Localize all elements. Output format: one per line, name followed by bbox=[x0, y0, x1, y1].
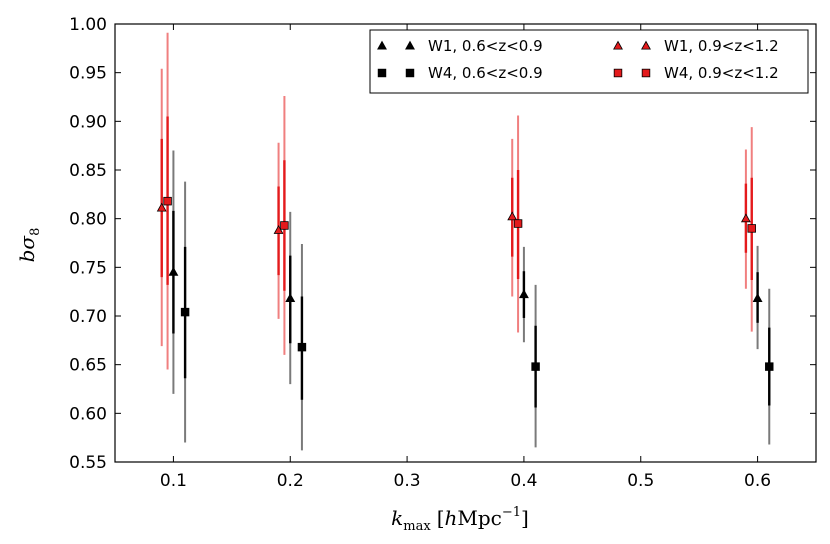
y-tick-label: 0.75 bbox=[69, 258, 107, 278]
y-tick-label: 0.60 bbox=[69, 404, 107, 424]
data-point bbox=[518, 289, 529, 299]
legend-item: W1, 0.6<z<0.9 bbox=[377, 37, 543, 55]
legend-marker bbox=[641, 40, 651, 50]
y-tick-label: 0.95 bbox=[69, 64, 107, 84]
data-point bbox=[280, 221, 289, 230]
y-tick-label: 0.55 bbox=[69, 453, 107, 473]
legend-label: W4, 0.6<z<0.9 bbox=[428, 64, 543, 82]
x-axis: 0.1 0.2 0.3 0.4 0.5 0.6 bbox=[160, 24, 771, 491]
data-point bbox=[168, 266, 179, 276]
legend-marker bbox=[613, 40, 623, 50]
data-point bbox=[507, 211, 518, 221]
y-axis: 0.55 0.60 0.65 0.70 0.75 0.80 0.85 0.90 0.95 1.00 bbox=[69, 15, 816, 473]
legend: W1, 0.6<z<0.9 W1, 0.9<z<1.2 W4, 0.6<z<0.9 W… bbox=[369, 29, 809, 94]
series-group bbox=[163, 32, 756, 370]
legend-item: W1, 0.9<z<1.2 bbox=[613, 37, 779, 55]
y-tick-label: 0.90 bbox=[69, 112, 107, 132]
series-group bbox=[156, 68, 751, 347]
legend-marker bbox=[377, 40, 387, 50]
series-group bbox=[180, 181, 774, 451]
legend-label: W4, 0.9<z<1.2 bbox=[664, 64, 779, 82]
x-tick-label: 0.1 bbox=[160, 471, 187, 491]
x-tick-label: 0.4 bbox=[510, 471, 537, 491]
data-point bbox=[531, 362, 540, 371]
data-point bbox=[752, 293, 763, 303]
data-point bbox=[513, 219, 523, 228]
plot-area bbox=[156, 32, 774, 451]
legend-marker bbox=[377, 68, 387, 78]
legend-marker bbox=[405, 68, 415, 78]
data-point bbox=[297, 342, 307, 352]
data-point bbox=[747, 224, 756, 233]
legend-label: W1, 0.9<z<1.2 bbox=[664, 37, 779, 55]
legend-marker bbox=[405, 40, 415, 50]
data-point bbox=[285, 293, 296, 303]
legend-item: W4, 0.9<z<1.2 bbox=[613, 64, 779, 82]
x-tick-label: 0.2 bbox=[277, 471, 304, 491]
data-point bbox=[180, 307, 190, 317]
data-point bbox=[156, 202, 167, 212]
data-point bbox=[163, 196, 172, 206]
data-point bbox=[740, 213, 751, 223]
x-axis-label: kmax [hMpc−1] bbox=[391, 505, 529, 534]
y-axis-label: bσ8 bbox=[15, 228, 43, 263]
y-tick-label: 0.65 bbox=[69, 356, 107, 376]
x-tick-label: 0.3 bbox=[394, 471, 421, 491]
data-point bbox=[765, 362, 774, 371]
y-tick-label: 0.80 bbox=[69, 210, 107, 230]
legend-marker bbox=[613, 68, 623, 78]
x-tick-label: 0.5 bbox=[627, 471, 654, 491]
y-tick-label: 0.70 bbox=[69, 307, 107, 327]
legend-label: W1, 0.6<z<0.9 bbox=[428, 37, 543, 55]
y-tick-label: 0.85 bbox=[69, 161, 107, 181]
legend-item: W4, 0.6<z<0.9 bbox=[377, 64, 543, 82]
x-tick-label: 0.6 bbox=[744, 471, 771, 491]
legend-marker bbox=[641, 68, 651, 78]
y-tick-label: 1.00 bbox=[69, 15, 107, 35]
legend-frame bbox=[369, 29, 809, 94]
plot-frame bbox=[114, 23, 817, 463]
series-group bbox=[168, 150, 763, 394]
